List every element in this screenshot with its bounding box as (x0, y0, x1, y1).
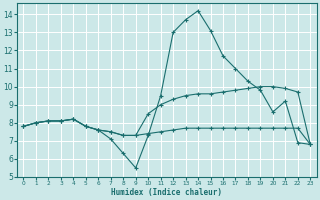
X-axis label: Humidex (Indice chaleur): Humidex (Indice chaleur) (111, 188, 222, 197)
